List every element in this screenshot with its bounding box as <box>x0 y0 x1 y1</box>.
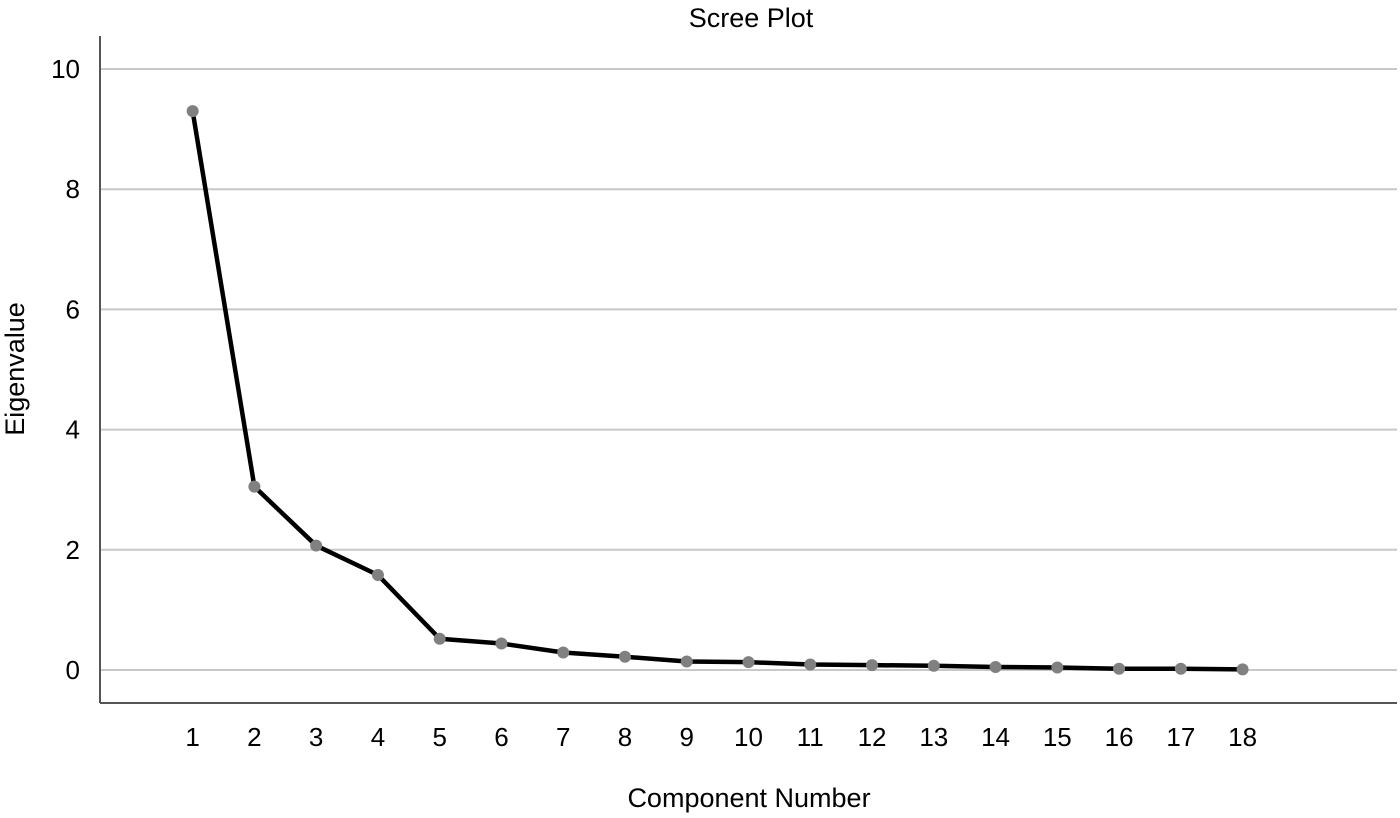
data-point-12 <box>866 659 879 672</box>
y-tick-label: 8 <box>66 174 80 204</box>
data-point-14 <box>989 660 1002 673</box>
x-tick-label: 17 <box>1166 722 1195 752</box>
x-tick-label: 9 <box>680 722 694 752</box>
x-tick-label: 11 <box>797 722 824 752</box>
data-point-7 <box>557 646 570 659</box>
data-point-9 <box>680 655 693 668</box>
data-point-10 <box>742 656 755 669</box>
data-point-2 <box>248 480 261 493</box>
gridlines <box>100 68 1397 671</box>
data-point-16 <box>1113 662 1126 675</box>
x-tick-label: 4 <box>371 722 385 752</box>
x-tick-label: 18 <box>1228 722 1257 752</box>
y-tick-labels: 0 2 4 6 8 10 <box>51 54 80 685</box>
axes <box>99 36 1397 704</box>
y-tick-label: 6 <box>66 294 80 324</box>
x-tick-label: 8 <box>618 722 632 752</box>
x-tick-label: 7 <box>556 722 570 752</box>
y-tick-label: 0 <box>66 655 80 685</box>
data-point-13 <box>927 659 940 672</box>
x-tick-label: 3 <box>309 722 323 752</box>
x-tick-label: 1 <box>185 722 199 752</box>
data-point-5 <box>433 632 446 645</box>
x-tick-label: 6 <box>494 722 508 752</box>
data-point-17 <box>1174 662 1187 675</box>
y-tick-label: 4 <box>66 415 80 445</box>
x-axis-label: Component Number <box>627 783 870 813</box>
data-point-3 <box>310 539 323 552</box>
chart-title: Scree Plot <box>689 3 814 33</box>
x-tick-label: 12 <box>858 722 887 752</box>
eigenvalue-series <box>186 105 1249 676</box>
x-tick-label: 5 <box>432 722 446 752</box>
y-tick-label: 10 <box>51 54 80 84</box>
data-point-1 <box>186 105 199 118</box>
x-tick-label: 15 <box>1043 722 1072 752</box>
y-axis-label: Eigenvalue <box>0 302 30 436</box>
data-point-8 <box>618 650 631 663</box>
x-tick-label: 2 <box>247 722 261 752</box>
data-point-6 <box>495 637 508 650</box>
data-point-18 <box>1236 663 1249 676</box>
x-tick-labels: 1 2 3 4 5 6 7 8 9 10 11 12 13 14 15 16 17 18 <box>185 722 1257 752</box>
x-tick-label: 16 <box>1105 722 1134 752</box>
x-tick-label: 13 <box>919 722 948 752</box>
data-point-15 <box>1051 661 1064 674</box>
x-tick-label: 14 <box>981 722 1010 752</box>
x-tick-label: 10 <box>734 722 763 752</box>
data-point-11 <box>804 658 817 671</box>
data-point-4 <box>371 569 384 582</box>
y-tick-label: 2 <box>66 535 80 565</box>
series-line <box>190 108 1245 672</box>
